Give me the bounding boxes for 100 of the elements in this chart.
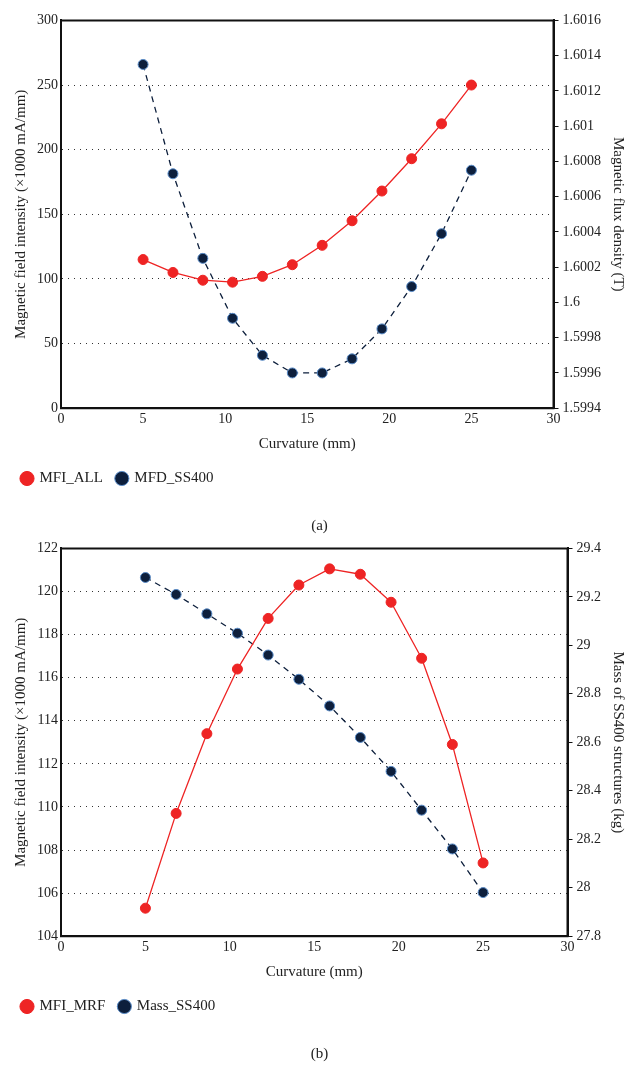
y-tick-label: 112 — [37, 755, 58, 771]
y-tick-label: 120 — [37, 583, 58, 599]
point — [201, 728, 213, 740]
x-tick-label: 25 — [464, 411, 479, 427]
point — [316, 239, 328, 251]
point — [167, 266, 179, 278]
point — [346, 215, 358, 227]
point — [286, 259, 298, 271]
point — [197, 252, 209, 264]
point — [262, 649, 274, 661]
y-tick-label: 104 — [37, 927, 58, 943]
x-axis-title: Curvature (mm) — [258, 434, 356, 452]
point — [316, 367, 328, 379]
point — [416, 804, 428, 816]
point — [446, 843, 458, 855]
legend-label: MFI_MRF — [39, 997, 106, 1014]
y2-tick-label: 28.4 — [576, 782, 601, 798]
y2-tick-label: 28.6 — [576, 733, 601, 749]
point — [406, 281, 418, 293]
y2-tick-label: 1.6012 — [562, 82, 601, 98]
point — [477, 887, 489, 899]
point — [170, 588, 182, 600]
y2-tick-label: 28.2 — [576, 830, 601, 846]
y-tick-label: 122 — [37, 540, 58, 556]
x-tick-label: 5 — [139, 411, 147, 427]
y-tick-label: 116 — [37, 669, 58, 685]
y2-axis-title: Mass of SS400 structures (kg) — [610, 651, 628, 834]
x-tick-label: 10 — [218, 411, 233, 427]
y-tick-label: 118 — [37, 626, 58, 642]
point — [354, 731, 366, 743]
y2-tick-label: 1.6 — [562, 294, 580, 310]
point — [137, 58, 149, 70]
point — [376, 185, 388, 197]
point — [346, 353, 358, 365]
legend-label: MFD_SS400 — [134, 469, 214, 486]
x-tick-label: 30 — [560, 939, 575, 955]
y-tick-label: 114 — [37, 712, 58, 728]
point — [406, 153, 418, 165]
y2-tick-label: 1.5998 — [562, 329, 601, 345]
y-tick-label: 250 — [37, 76, 58, 92]
legend-label: MFI_ALL — [39, 469, 103, 486]
x-tick-label: 5 — [141, 939, 149, 955]
y2-tick-label: 28 — [576, 879, 591, 895]
x-tick-label: 15 — [300, 411, 315, 427]
y2-tick-label: 29.4 — [576, 540, 601, 556]
y2-tick-label: 1.6004 — [562, 223, 601, 239]
point — [293, 579, 305, 591]
point — [197, 274, 209, 286]
x-tick-label: 10 — [222, 939, 237, 955]
y2-tick-label: 1.5994 — [562, 399, 601, 415]
point — [231, 663, 243, 675]
y-tick-label: 300 — [37, 12, 58, 28]
point — [227, 312, 239, 324]
point — [256, 270, 268, 282]
y2-tick-label: 1.6016 — [562, 12, 601, 28]
y-axis-title: Magnetic field intensity (×1000 mA/mm) — [11, 89, 29, 339]
y2-tick-label: 1.5996 — [562, 364, 601, 380]
point — [286, 367, 298, 379]
y2-axis-title: Magnetic flux density (T) — [610, 137, 628, 292]
point — [139, 902, 151, 914]
y2-tick-label: 28.8 — [576, 685, 601, 701]
point — [416, 652, 428, 664]
point — [231, 627, 243, 639]
y-tick-label: 0 — [51, 399, 58, 415]
point — [465, 164, 477, 176]
point — [354, 568, 366, 580]
y2-tick-label: 1.6008 — [562, 153, 601, 169]
point — [170, 807, 182, 819]
point — [139, 571, 151, 583]
x-tick-label: 20 — [391, 939, 406, 955]
y-tick-label: 200 — [37, 141, 58, 157]
point — [227, 276, 239, 288]
point — [137, 254, 149, 266]
point — [324, 563, 336, 575]
y2-tick-label: 1.6002 — [562, 258, 601, 274]
x-tick-label: 20 — [382, 411, 397, 427]
x-tick-label: 25 — [476, 939, 491, 955]
x-axis-title: Curvature (mm) — [265, 962, 363, 980]
point — [436, 228, 448, 240]
y2-tick-label: 1.6014 — [562, 47, 601, 63]
legend-label: Mass_SS400 — [136, 997, 216, 1014]
point — [385, 596, 397, 608]
point — [376, 323, 388, 335]
y-tick-label: 108 — [37, 841, 58, 857]
point — [465, 79, 477, 91]
y-tick-label: 100 — [37, 270, 58, 286]
point — [324, 700, 336, 712]
point — [477, 857, 489, 869]
y-tick-label: 50 — [44, 335, 58, 351]
point — [256, 349, 268, 361]
x-tick-label: 15 — [307, 939, 322, 955]
y2-tick-label: 27.8 — [576, 927, 601, 943]
y2-tick-label: 1.601 — [562, 117, 594, 133]
y2-tick-label: 29.2 — [576, 588, 601, 604]
point — [167, 168, 179, 180]
point — [262, 612, 274, 624]
y-tick-label: 106 — [37, 884, 58, 900]
point — [201, 608, 213, 620]
y2-tick-label: 29 — [576, 637, 591, 653]
y-tick-label: 110 — [37, 798, 58, 814]
